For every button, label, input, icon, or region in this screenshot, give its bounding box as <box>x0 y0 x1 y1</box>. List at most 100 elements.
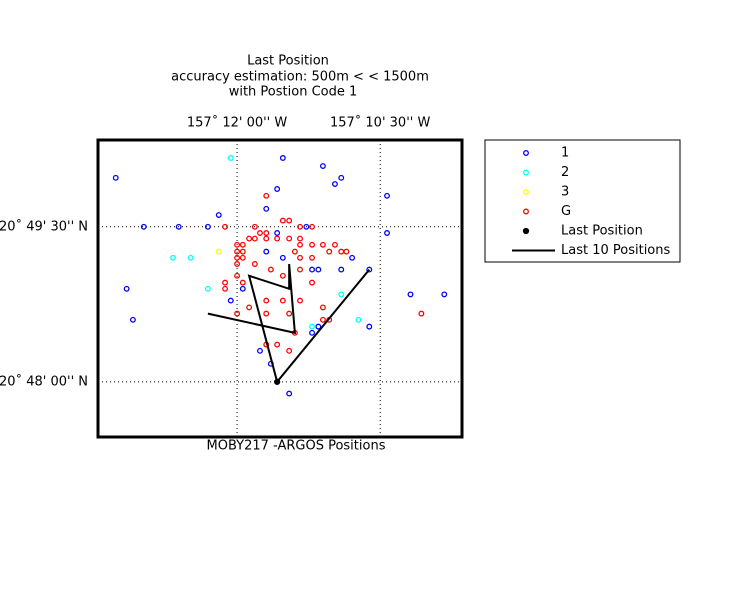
chart-title: accuracy estimation: 500m < < 1500m <box>171 70 429 85</box>
legend-label: 1 <box>561 146 569 161</box>
point <box>112 174 119 181</box>
legend-marker <box>523 208 529 215</box>
point <box>309 323 316 330</box>
point <box>326 248 333 255</box>
point <box>263 230 270 236</box>
legend-box <box>484 139 681 263</box>
point <box>140 223 147 230</box>
point <box>286 310 293 317</box>
point <box>234 254 241 261</box>
chart-title: with Postion Code 1 <box>229 85 358 100</box>
point <box>227 155 234 161</box>
point <box>170 254 176 261</box>
point <box>286 235 293 242</box>
x-tick-label: 157˚ 12' 00'' W <box>187 115 288 131</box>
point <box>274 186 281 192</box>
point <box>263 235 270 242</box>
point <box>309 254 316 261</box>
point <box>279 297 286 304</box>
legend-marker <box>523 169 529 176</box>
y-tick-label: 20˚ 48' 00'' N <box>0 373 88 389</box>
point <box>227 297 234 304</box>
point <box>279 254 286 261</box>
point <box>251 261 258 267</box>
point <box>407 291 414 298</box>
legend-label: Last Position <box>561 224 643 239</box>
point <box>251 235 258 242</box>
legend-marker <box>523 150 529 156</box>
point <box>263 205 270 212</box>
point <box>291 248 298 255</box>
point <box>418 310 425 317</box>
point <box>297 223 303 230</box>
point <box>123 285 130 292</box>
point <box>274 235 281 242</box>
legend-label: G <box>561 204 571 219</box>
point <box>234 248 241 255</box>
point <box>279 217 286 224</box>
point <box>239 248 246 255</box>
point <box>319 304 326 311</box>
point <box>441 291 448 298</box>
point <box>222 279 229 286</box>
point <box>215 248 222 255</box>
point <box>338 291 345 298</box>
point <box>319 241 326 248</box>
point <box>222 223 229 230</box>
point <box>309 329 316 336</box>
point <box>279 272 286 279</box>
point <box>246 304 253 311</box>
point <box>204 223 211 230</box>
point <box>366 266 373 273</box>
point <box>251 223 258 230</box>
point <box>263 297 270 304</box>
point <box>286 347 293 354</box>
point <box>331 241 338 248</box>
point <box>349 254 356 261</box>
x-axis-label: MOBY217 -ARGOS Positions <box>207 439 386 454</box>
point <box>274 230 281 236</box>
point <box>384 230 390 236</box>
point <box>309 279 316 286</box>
point <box>187 254 194 261</box>
point <box>239 279 246 286</box>
point <box>234 310 241 317</box>
point <box>239 241 246 248</box>
point <box>263 248 270 255</box>
point <box>286 217 293 224</box>
plot-frame <box>96 138 464 439</box>
legend-label: 2 <box>561 165 569 180</box>
point <box>297 235 303 242</box>
point <box>274 341 281 348</box>
legend-marker <box>523 189 529 195</box>
legend-label: 3 <box>561 185 569 200</box>
point <box>309 223 316 230</box>
point <box>234 272 241 279</box>
point <box>263 192 270 199</box>
point <box>297 241 303 248</box>
point <box>384 192 390 199</box>
point <box>319 163 326 169</box>
point <box>257 230 263 236</box>
chart-title: Last Position <box>247 54 329 69</box>
point <box>267 266 274 273</box>
point <box>129 316 136 323</box>
point <box>331 181 338 187</box>
point <box>222 285 229 292</box>
point <box>297 297 303 304</box>
point <box>279 155 286 161</box>
point <box>343 248 350 255</box>
point <box>309 241 316 248</box>
point <box>204 285 211 292</box>
point <box>246 235 253 242</box>
point <box>309 266 316 273</box>
point <box>239 254 246 261</box>
point <box>366 323 373 330</box>
point <box>297 254 303 261</box>
point <box>175 223 182 230</box>
point <box>239 285 246 292</box>
point <box>315 266 322 273</box>
y-tick-label: 20˚ 49' 30'' N <box>0 218 88 234</box>
